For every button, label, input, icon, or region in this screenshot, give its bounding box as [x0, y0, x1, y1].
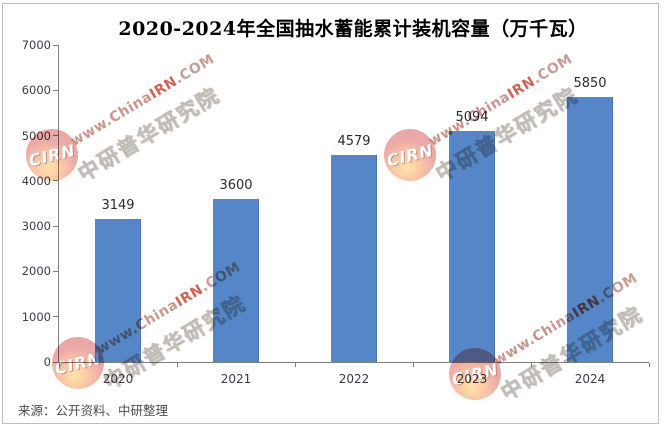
y-axis-tick-label: 3000: [21, 219, 51, 234]
x-axis-label-2020: 2020: [102, 372, 134, 386]
y-axis-tick-label: 2000: [21, 264, 51, 279]
y-axis-tick-mark: [53, 361, 58, 363]
y-axis-tick-mark: [53, 135, 58, 137]
y-axis-tick-label: 7000: [21, 38, 51, 52]
y-axis-tick-label: 1000: [21, 309, 51, 324]
x-axis-tick-mark: [295, 363, 296, 367]
chart-border-frame: [2, 3, 659, 424]
x-axis-tick-mark: [531, 363, 532, 367]
source-note: 来源：公开资料、中研整理: [18, 403, 169, 418]
bar-2020: [95, 219, 141, 362]
bar-value-label-2021: 3600: [219, 178, 253, 193]
y-axis-tick-label: 0: [43, 355, 51, 369]
y-axis-tick-mark: [53, 89, 58, 91]
bar-value-label-2020: 3149: [101, 198, 135, 213]
y-axis-tick-mark: [53, 180, 58, 182]
bar-value-label-2022: 4579: [337, 134, 371, 149]
bar-value-label-2024: 5850: [573, 76, 607, 91]
bar-value-label-2023: 5094: [455, 110, 489, 125]
bar-2023: [449, 131, 495, 362]
y-axis-tick-label: 4000: [21, 173, 51, 188]
x-axis-tick-mark: [177, 363, 178, 367]
x-axis-tick-mark: [59, 363, 60, 367]
y-axis-tick-mark: [53, 316, 58, 318]
plot-area: 0 1000 2000 3000 4000 5000 6000 7000 3149 2020 360…: [22, 38, 650, 386]
x-axis-label-2023: 2023: [456, 372, 488, 386]
y-axis-tick-mark: [53, 270, 58, 272]
y-axis-tick-label: 6000: [21, 83, 51, 98]
x-axis-label-2021: 2021: [220, 372, 252, 386]
y-axis-tick-label: 5000: [21, 128, 51, 143]
y-axis-tick-mark: [53, 44, 58, 46]
y-axis-tick-mark: [53, 225, 58, 227]
x-axis-label-2024: 2024: [574, 372, 606, 386]
chart-title: 2020-2024年全国抽水蓄能累计装机容量（万千瓦）: [118, 18, 588, 40]
x-axis-tick-mark: [649, 363, 650, 367]
x-axis-tick-mark: [413, 363, 414, 367]
bar-2021: [213, 199, 259, 362]
bar-2024: [567, 97, 613, 362]
bar-2022: [331, 155, 377, 362]
x-axis-label-2022: 2022: [338, 372, 370, 386]
